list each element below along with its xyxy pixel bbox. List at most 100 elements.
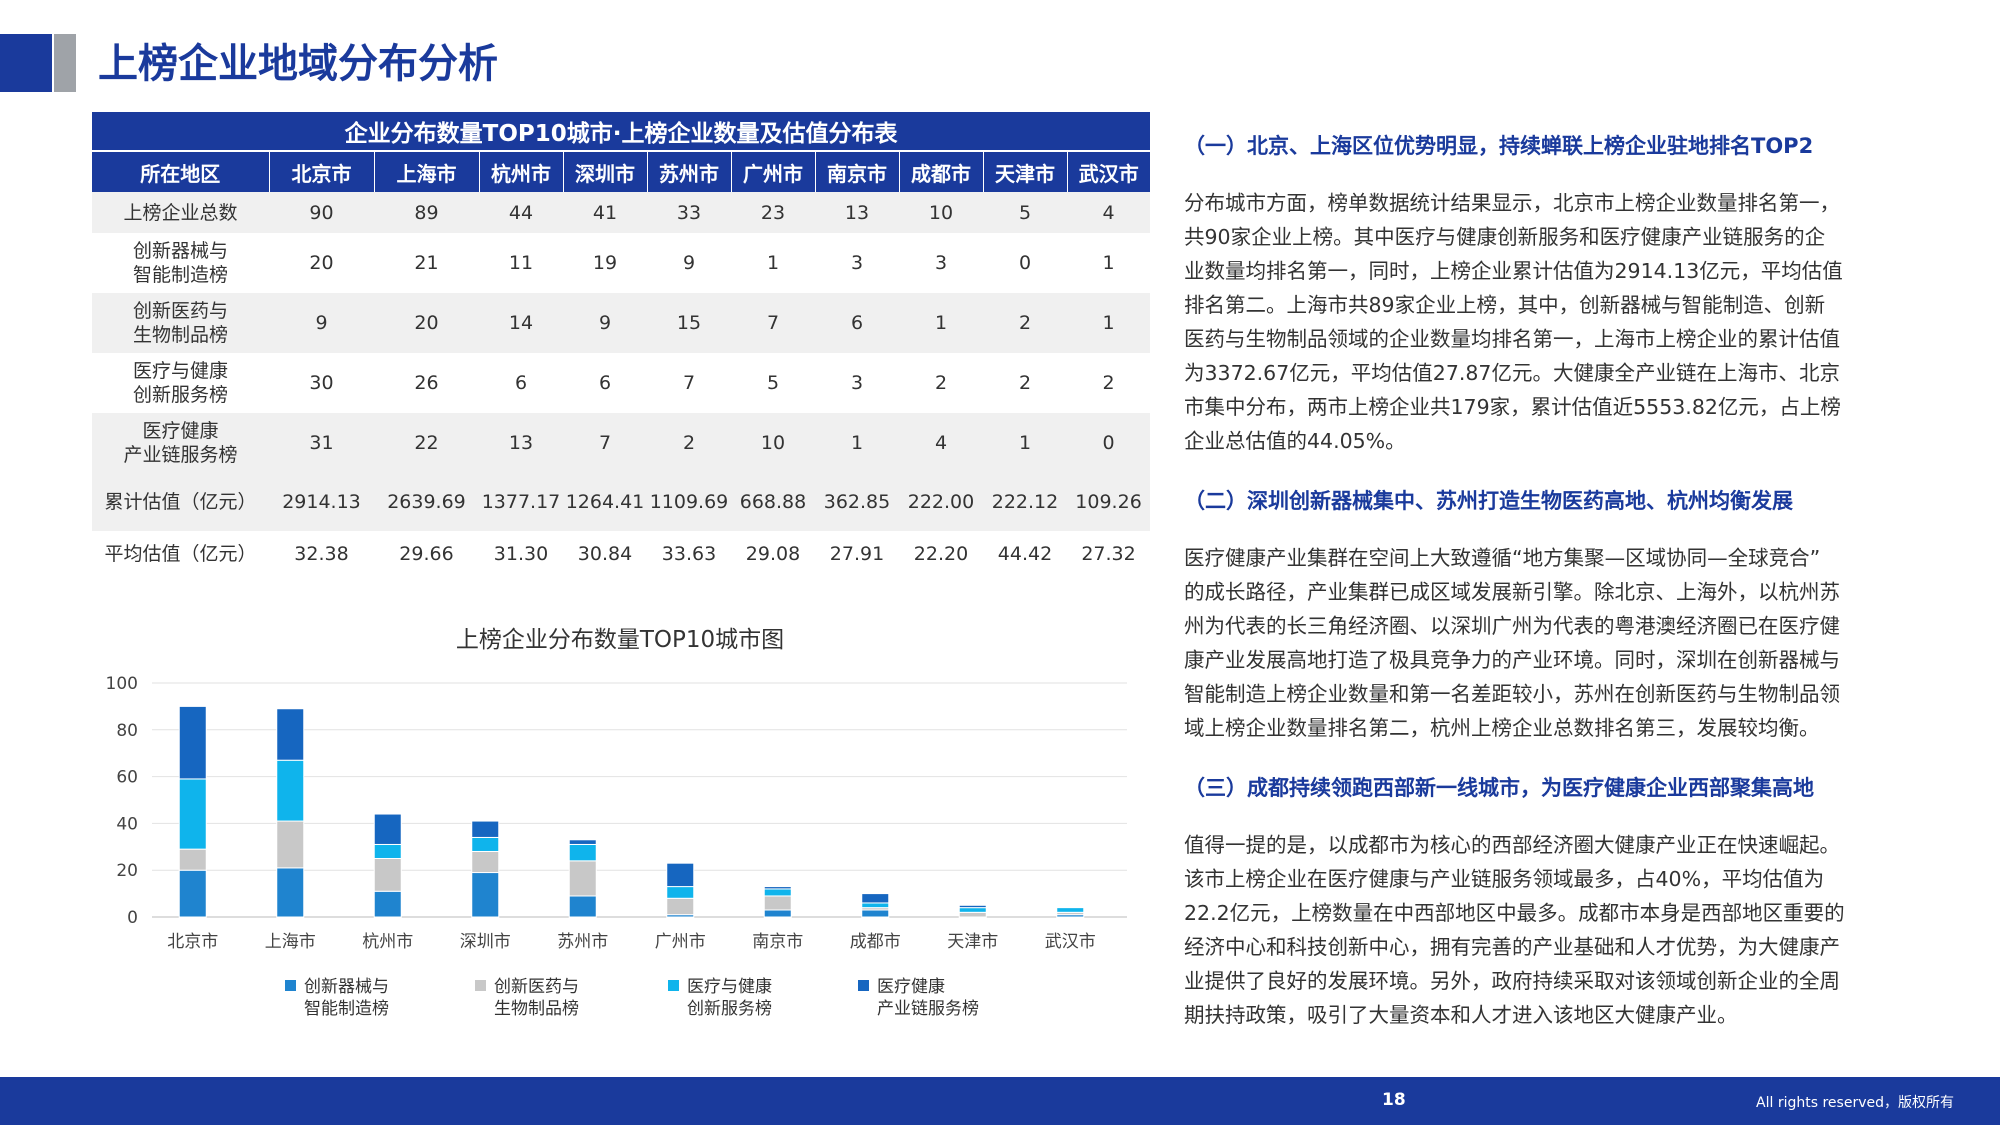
table-cell: 44.42 [983,531,1067,577]
legend-label: 创新医药与 [494,977,579,997]
paragraph-line: 州为代表的长三角经济圈、以深圳广州为代表的粤港澳经济圈已在医疗健 [1184,614,1840,638]
y-tick-label: 100 [106,674,138,694]
table-cell: 109.26 [1067,473,1151,531]
paragraph-line: 期扶持政策，吸引了大量资本和人才进入该地区大健康产业。 [1184,1003,1738,1027]
paragraph-line: 值得一提的是，以成都市为核心的西部经济圈大健康产业正在快速崛起。 [1184,833,1840,857]
row-label: 创新医药与 生物制品榜 [92,293,269,353]
table-cell: 5 [983,192,1067,233]
row-label-line: 生物制品榜 [132,324,228,346]
table-cell: 1 [983,413,1067,473]
table-cell: 222.12 [983,473,1067,531]
table-cell: 1264.41 [563,473,647,531]
paragraph-line: 企业总估值的44.05%。 [1184,429,1406,453]
legend-label-line: 创新医药与 [475,976,579,998]
table-cell: 1377.17 [479,473,563,531]
bar-segment [276,867,305,918]
header-region: 所在地区 [92,151,270,192]
paragraph-line: 业数量均排名第一，同时，上榜企业累计估值为2914.13亿元，平均估值 [1184,259,1843,283]
footer-bar [0,1077,2000,1125]
table-cell: 7 [563,413,647,473]
row-label-line: 平均估值（亿元） [104,543,257,565]
table-cell: 1 [899,293,983,353]
table-cell: 26 [374,353,479,413]
bar-segment [178,778,207,850]
section-heading: （一）北京、上海区位优势明显，持续蝉联上榜企业驻地排名TOP2 [1184,134,1814,158]
table-cell: 0 [1067,413,1151,473]
row-label: 医疗与健康 创新服务榜 [92,353,269,413]
table-cell: 222.00 [899,473,983,531]
bar-segment [763,909,792,918]
x-tick-label: 北京市 [167,932,218,952]
x-tick-label: 苏州市 [557,932,608,952]
table-cell: 15 [647,293,731,353]
bar-segment [276,759,305,822]
table-cell: 32.38 [269,531,374,577]
bar-segment [763,886,792,890]
paragraph-line: 的成长路径，产业集群已成区域发展新引擎。除北京、上海外，以杭州苏 [1184,580,1840,604]
table-cell: 27.32 [1067,531,1151,577]
copyright-text: All rights reserved，版权所有 [1756,1095,1954,1111]
legend-label: 创新器械与 [304,977,389,997]
table-cell: 20 [374,293,479,353]
header-city: 广州市 [731,151,816,192]
table-cell: 22 [374,413,479,473]
bar-segment [568,860,597,897]
table-cell: 1 [1067,233,1151,293]
paragraph-line: 康产业发展高地打造了极具竞争力的产业环境。同时，深圳在创新器械与 [1184,648,1840,672]
x-tick-label: 深圳市 [460,932,511,952]
section-paragraph: 分布城市方面，榜单数据统计结果显示，北京市上榜企业数量排名第一， 共90家企业上榜… [1184,186,1924,458]
table-cell: 6 [815,293,899,353]
x-tick-label: 成都市 [850,932,901,952]
bar-segment [763,888,792,897]
table-cell: 3 [815,233,899,293]
header-city: 杭州市 [479,151,564,192]
x-tick-label: 广州市 [655,932,706,952]
table-cell: 5 [731,353,815,413]
legend-item: 医疗与健康 创新服务榜 [668,976,772,1020]
legend-label-line: 生物制品榜 [475,998,579,1020]
legend-item: 医疗健康 产业链服务榜 [858,976,979,1020]
bar-segment [861,909,890,918]
table-row: 创新医药与 生物制品榜 9 20 14 9 15 7 6 1 2 1 [92,293,1151,353]
table-cell: 7 [731,293,815,353]
bar-segment [276,708,305,761]
header-city: 武汉市 [1067,151,1151,192]
legend-label: 产业链服务榜 [877,999,979,1019]
legend-label-line: 医疗健康 [858,976,979,998]
chart-title: 上榜企业分布数量TOP10城市图 [455,627,785,653]
bar-segment [373,813,402,845]
table-cell: 31.30 [479,531,563,577]
header-city: 深圳市 [563,151,648,192]
bar-segment [763,895,792,911]
table-cell: 29.08 [731,531,815,577]
table-cell: 1109.69 [647,473,731,531]
table-cell: 1 [815,413,899,473]
table-cell: 362.85 [815,473,899,531]
bar-segment [471,820,500,838]
table-cell: 33.63 [647,531,731,577]
legend-label-line: 产业链服务榜 [858,998,979,1020]
paragraph-line: 为3372.67亿元，平均估值27.87亿元。大健康全产业链在上海市、北京 [1184,361,1840,385]
header-city: 苏州市 [647,151,732,192]
x-tick-label: 杭州市 [362,932,413,952]
y-tick-label: 0 [127,908,138,928]
table-cell: 33 [647,192,731,233]
row-label-line: 医疗与健康 [132,360,228,382]
x-tick-label: 南京市 [752,932,803,952]
table-cell: 3 [899,233,983,293]
table-cell: 13 [815,192,899,233]
table-cell: 30.84 [563,531,647,577]
bar-segment [666,886,695,899]
header-city: 南京市 [815,151,900,192]
table-row: 累计估值（亿元） 2914.13 2639.69 1377.17 1264.41 1109… [92,473,1151,531]
table-cell: 6 [479,353,563,413]
y-tick-label: 40 [116,814,138,834]
paragraph-line: 市集中分布，两市上榜企业共179家，累计估值近5553.82亿元，占上榜 [1184,395,1841,419]
bar-segment [178,848,207,871]
page-number: 18 [1382,1090,1406,1110]
header-city: 北京市 [269,151,375,192]
paragraph-line: 医疗健康产业集群在空间上大致遵循“地方集聚—区域协同—全球竞合” [1184,546,1821,570]
legend-item: 创新器械与 智能制造榜 [285,976,389,1020]
table-cell: 21 [374,233,479,293]
legend-label: 医疗健康 [877,977,945,997]
